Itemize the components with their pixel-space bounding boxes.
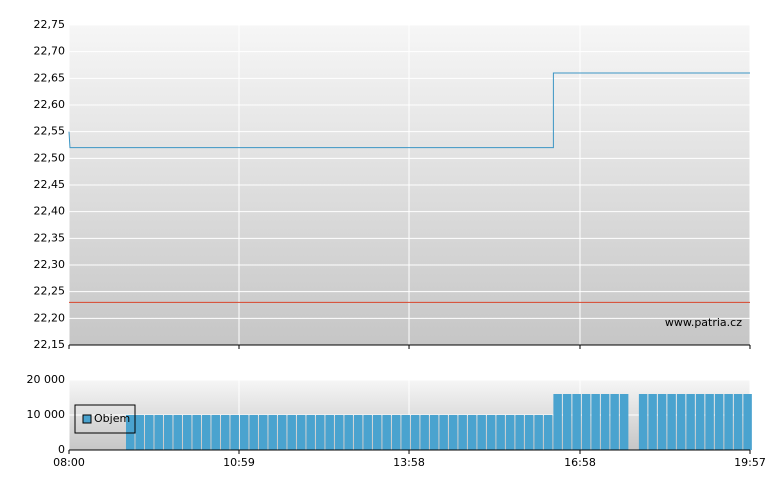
volume-bar (306, 415, 315, 450)
volume-bar (648, 394, 657, 450)
y-tick-label: 22,55 (34, 125, 66, 138)
volume-bar (230, 415, 239, 450)
volume-bar (268, 415, 277, 450)
y-tick-label: 22,20 (34, 311, 66, 324)
y-tick-label: 22,30 (34, 258, 66, 271)
volume-bar (638, 394, 648, 450)
volume-bar (144, 415, 154, 450)
y-tick-label: 22,25 (34, 285, 66, 298)
price-line (68, 72, 750, 149)
y-tick-label: 22,35 (34, 231, 66, 244)
volume-bar (249, 415, 258, 450)
volume-bar (192, 415, 201, 450)
volume-bar (695, 394, 705, 450)
volume-bar (714, 394, 724, 450)
x-tick-label: 16:58 (564, 456, 596, 469)
volume-bar (572, 394, 581, 450)
volume-bar (534, 415, 543, 450)
volume-bar (391, 415, 401, 450)
y-tick-label: 20 000 (27, 373, 66, 386)
volume-bar (429, 415, 439, 450)
volume-bar (277, 415, 287, 450)
volume-bar (477, 415, 486, 450)
volume-bar (325, 415, 334, 450)
volume-bar (211, 415, 220, 450)
legend-box (74, 404, 136, 434)
x-tick-label: 10:59 (223, 456, 255, 469)
volume-bar (163, 415, 173, 450)
volume-bar (657, 394, 667, 450)
volume-bar (448, 415, 458, 450)
volume-bar (553, 394, 562, 450)
volume-bar (372, 415, 382, 450)
volume-bar (600, 394, 610, 450)
volume-bar (486, 415, 496, 450)
volume-bar (733, 394, 743, 450)
volume-bar (581, 394, 591, 450)
volume-bar (296, 415, 306, 450)
volume-bar (334, 415, 344, 450)
y-tick-label: 0 (58, 443, 65, 456)
volume-bar (676, 394, 686, 450)
volume-bar (619, 394, 629, 450)
y-tick-label: 22,75 (34, 18, 66, 31)
y-tick-label: 22,65 (34, 71, 66, 84)
volume-bar (353, 415, 363, 450)
volume-bar (410, 415, 420, 450)
y-tick-label: 22,40 (34, 205, 66, 218)
volume-bar (543, 415, 553, 450)
y-tick-label: 22,15 (34, 338, 66, 351)
volume-bar (363, 415, 372, 450)
x-tick-label: 08:00 (53, 456, 85, 469)
y-tick-label: 22,60 (34, 98, 66, 111)
volume-bar (239, 415, 249, 450)
legend-swatch (82, 414, 92, 424)
annotation: www.patria.cz (665, 316, 742, 329)
volume-bar (610, 394, 619, 450)
volume-bar (154, 415, 163, 450)
volume-bar (705, 394, 714, 450)
volume-bar (315, 415, 325, 450)
volume-bar (743, 394, 752, 450)
volume-bar (401, 415, 410, 450)
volume-bar (505, 415, 515, 450)
volume-bar (562, 394, 572, 450)
volume-bar (524, 415, 534, 450)
volume-bar (458, 415, 467, 450)
x-tick-label: 13:58 (393, 456, 425, 469)
volume-bar (467, 415, 477, 450)
volume-bar (724, 394, 733, 450)
volume-bar (344, 415, 353, 450)
x-tick-label: 19:57 (734, 456, 766, 469)
y-tick-label: 22,70 (34, 45, 66, 58)
volume-bar (439, 415, 448, 450)
volume-bar (258, 415, 268, 450)
volume-bar (515, 415, 524, 450)
y-tick-label: 22,45 (34, 178, 66, 191)
volume-bar (382, 415, 391, 450)
volume-bar (686, 394, 695, 450)
volume-bar (591, 394, 600, 450)
volume-bar (135, 415, 144, 450)
y-tick-label: 10 000 (27, 408, 66, 421)
volume-bar (173, 415, 182, 450)
volume-bar (496, 415, 505, 450)
y-tick-label: 22,50 (34, 151, 66, 164)
volume-bar (420, 415, 429, 450)
volume-bar (182, 415, 192, 450)
volume-bar (287, 415, 296, 450)
volume-bar (201, 415, 211, 450)
volume-bar (220, 415, 230, 450)
legend-label: Objem (94, 412, 130, 425)
volume-bar (667, 394, 676, 450)
